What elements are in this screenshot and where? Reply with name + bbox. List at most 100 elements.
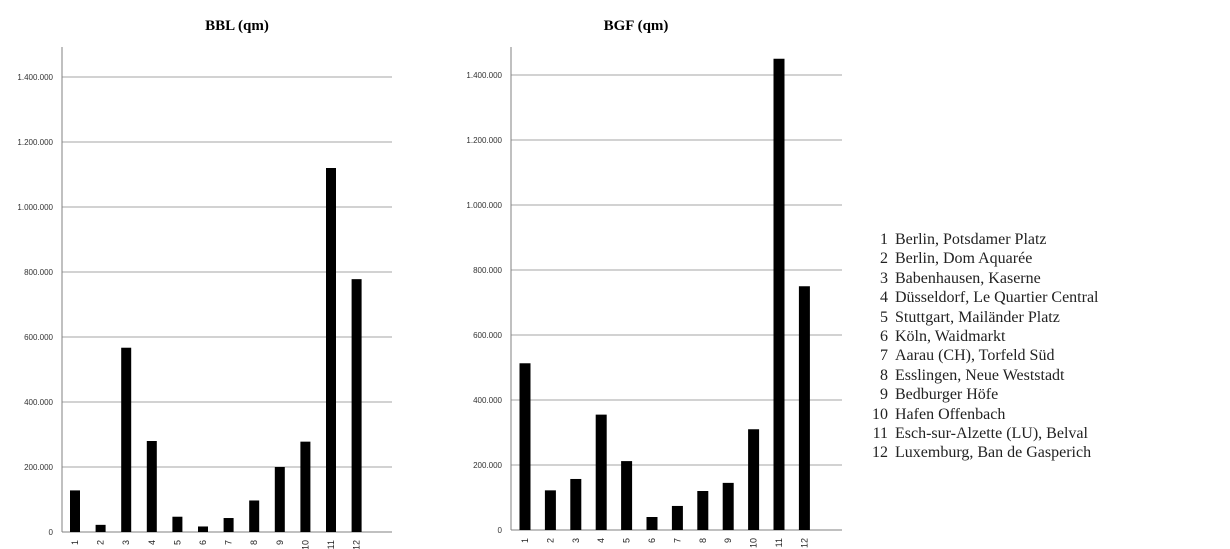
- x-tick-label: 7: [672, 538, 682, 543]
- legend-label: Stuttgart, Mailänder Platz: [895, 308, 1060, 326]
- chart-title: BBL (qm): [205, 18, 269, 34]
- legend-number: 11: [872, 425, 888, 443]
- legend-item-9: 9 Bedburger Höfe: [872, 385, 1098, 404]
- x-tick-label: 3: [571, 538, 581, 543]
- bar-4: [146, 441, 157, 532]
- legend-number: 1: [880, 231, 888, 248]
- x-tick-label: 11: [774, 538, 784, 547]
- bar-6: [198, 526, 208, 532]
- bar-10: [300, 441, 311, 532]
- x-tick-label: 12: [799, 538, 809, 548]
- legend-item-4: 4 Düsseldorf, Le Quartier Central: [872, 288, 1098, 307]
- legend-item-5: 5 Stuttgart, Mailänder Platz: [872, 308, 1098, 327]
- legend-label: Berlin, Dom Aquarée: [895, 250, 1033, 268]
- y-tick-label: 1.000.000: [466, 201, 502, 210]
- legend-number: 2: [880, 250, 888, 268]
- x-tick-label: 8: [249, 540, 259, 545]
- bar-11: [326, 168, 336, 532]
- x-tick-label: 2: [545, 538, 555, 543]
- legend-number: 5: [880, 308, 888, 326]
- legend-number: 10: [872, 405, 888, 423]
- y-tick-label: 400.000: [24, 398, 53, 407]
- legend-number: 6: [880, 328, 888, 346]
- legend-number: 12: [872, 444, 888, 462]
- bar-12: [798, 286, 810, 530]
- bar-7: [223, 518, 234, 532]
- y-tick-label: 1.400.000: [466, 71, 502, 80]
- bar-9: [722, 482, 734, 530]
- bar-5: [172, 516, 183, 532]
- legend-label: Luxemburg, Ban de Gasperich: [895, 444, 1092, 462]
- bar-1: [519, 363, 531, 530]
- x-tick-label: 5: [622, 538, 632, 543]
- legend-item-10: 10 Hafen Offenbach: [872, 405, 1098, 424]
- x-tick-label: 2: [96, 540, 106, 545]
- legend-item-2: 2 Berlin, Dom Aquarée: [872, 249, 1098, 268]
- legend-number: 4: [880, 289, 888, 307]
- y-tick-label: 0: [498, 526, 503, 535]
- legend-item-1: 1 Berlin, Potsdamer Platz: [872, 230, 1098, 249]
- legend-number: 3: [880, 269, 888, 287]
- x-tick-label: 1: [520, 538, 530, 543]
- legend: 1 Berlin, Potsdamer Platz 2 Berlin, Dom Aq…: [872, 230, 1098, 463]
- legend-number: 9: [880, 386, 888, 404]
- legend-number: 7: [880, 347, 888, 365]
- legend-label: Esch-sur-Alzette (LU), Belval: [895, 425, 1088, 443]
- bar-3: [121, 347, 132, 532]
- y-tick-label: 1.400.000: [17, 73, 53, 82]
- x-tick-label: 4: [596, 538, 606, 543]
- x-tick-label: 1: [70, 540, 80, 545]
- y-tick-label: 600.000: [24, 333, 53, 342]
- legend-item-8: 8 Esslingen, Neue Weststadt: [872, 366, 1098, 385]
- y-tick-label: 800.000: [473, 266, 502, 275]
- x-tick-label: 11: [326, 540, 336, 549]
- x-tick-label: 9: [723, 538, 733, 543]
- bar-12: [351, 279, 362, 532]
- y-tick-label: 0: [49, 528, 54, 537]
- x-tick-label: 4: [147, 540, 157, 545]
- y-tick-label: 600.000: [473, 331, 502, 340]
- legend-label: Aarau (CH), Torfeld Süd: [895, 347, 1055, 365]
- legend-number: 8: [880, 366, 888, 384]
- y-tick-label: 200.000: [24, 463, 53, 472]
- legend-label: Köln, Waidmarkt: [895, 328, 1006, 346]
- bar-7: [671, 505, 683, 530]
- bar-3: [570, 478, 582, 530]
- bar-2: [95, 524, 106, 532]
- bar-6: [646, 517, 658, 530]
- x-tick-label: 7: [224, 540, 234, 545]
- x-tick-label: 8: [698, 538, 708, 543]
- y-tick-label: 800.000: [24, 268, 53, 277]
- x-tick-label: 6: [198, 540, 208, 545]
- y-tick-label: 1.200.000: [17, 138, 53, 147]
- x-tick-label: 6: [647, 538, 657, 543]
- chart-title: BGF (qm): [604, 18, 669, 34]
- bar-10: [748, 429, 760, 530]
- y-tick-label: 400.000: [473, 396, 502, 405]
- legend-item-6: 6 Köln, Waidmarkt: [872, 327, 1098, 346]
- bar-9: [274, 467, 285, 532]
- legend-item-3: 3 Babenhausen, Kaserne: [872, 269, 1098, 288]
- x-tick-label: 5: [172, 540, 182, 545]
- legend-label: Babenhausen, Kaserne: [895, 269, 1041, 287]
- legend-item-11: 11 Esch-sur-Alzette (LU), Belval: [872, 424, 1098, 443]
- x-tick-label: 12: [352, 540, 362, 549]
- x-tick-label: 10: [749, 538, 759, 548]
- y-tick-label: 200.000: [473, 461, 502, 470]
- x-tick-label: 10: [300, 540, 310, 549]
- bar-8: [249, 500, 260, 532]
- x-tick-label: 9: [275, 540, 285, 545]
- bar-1: [70, 490, 80, 532]
- y-tick-label: 1.200.000: [466, 136, 502, 145]
- legend-label: Esslingen, Neue Weststadt: [895, 366, 1065, 384]
- bar-4: [595, 414, 607, 530]
- legend-label: Hafen Offenbach: [895, 405, 1006, 423]
- legend-label: Berlin, Potsdamer Platz: [895, 231, 1047, 248]
- legend-item-7: 7 Aarau (CH), Torfeld Süd: [872, 346, 1098, 365]
- legend-label: Düsseldorf, Le Quartier Central: [895, 289, 1099, 307]
- y-tick-label: 1.000.000: [17, 203, 53, 212]
- legend-label: Bedburger Höfe: [895, 386, 999, 404]
- x-tick-label: 3: [121, 540, 131, 545]
- bar-8: [697, 491, 709, 530]
- bar-5: [621, 461, 633, 530]
